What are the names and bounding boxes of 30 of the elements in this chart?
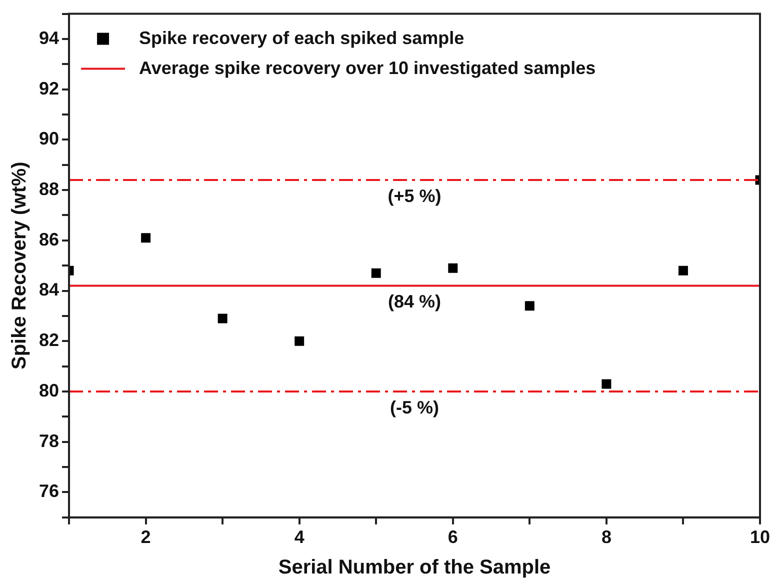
legend-label: Spike recovery of each spiked sample (139, 28, 464, 48)
point (448, 263, 458, 273)
y-tick-label: 76 (38, 481, 60, 502)
legend-label: Average spike recovery over 10 investigated samples (139, 58, 596, 78)
x-axis-title: Serial Number of the Sample (278, 556, 551, 579)
point (371, 268, 381, 278)
point (678, 266, 688, 276)
y-tick-label: 94 (38, 28, 60, 48)
y-tick-label: 82 (38, 330, 60, 350)
point (218, 314, 228, 324)
y-tick-label: 78 (38, 430, 60, 451)
y-tick-label: 92 (38, 78, 60, 98)
x-tick-label: 4 (294, 527, 304, 548)
x-tick-label: 8 (601, 527, 612, 548)
y-tick-label: 86 (38, 229, 60, 250)
y-axis-title: Spike Recovery (wt%) (8, 162, 31, 370)
y-tick-label: 84 (38, 280, 60, 300)
y-tick-label: 88 (38, 179, 60, 200)
annotation: (+5 %) (388, 186, 442, 206)
annotation: (84 %) (388, 292, 442, 312)
point (294, 336, 304, 346)
x-tick-label: 2 (140, 527, 151, 548)
point (602, 379, 612, 389)
y-tick-label: 90 (38, 128, 60, 149)
point (524, 301, 534, 311)
x-tick-label: 10 (750, 527, 770, 548)
annotation: (-5 %) (390, 397, 440, 418)
x-tick-label: 6 (448, 527, 458, 548)
y-tick-label: 80 (38, 380, 60, 400)
point (141, 233, 151, 243)
